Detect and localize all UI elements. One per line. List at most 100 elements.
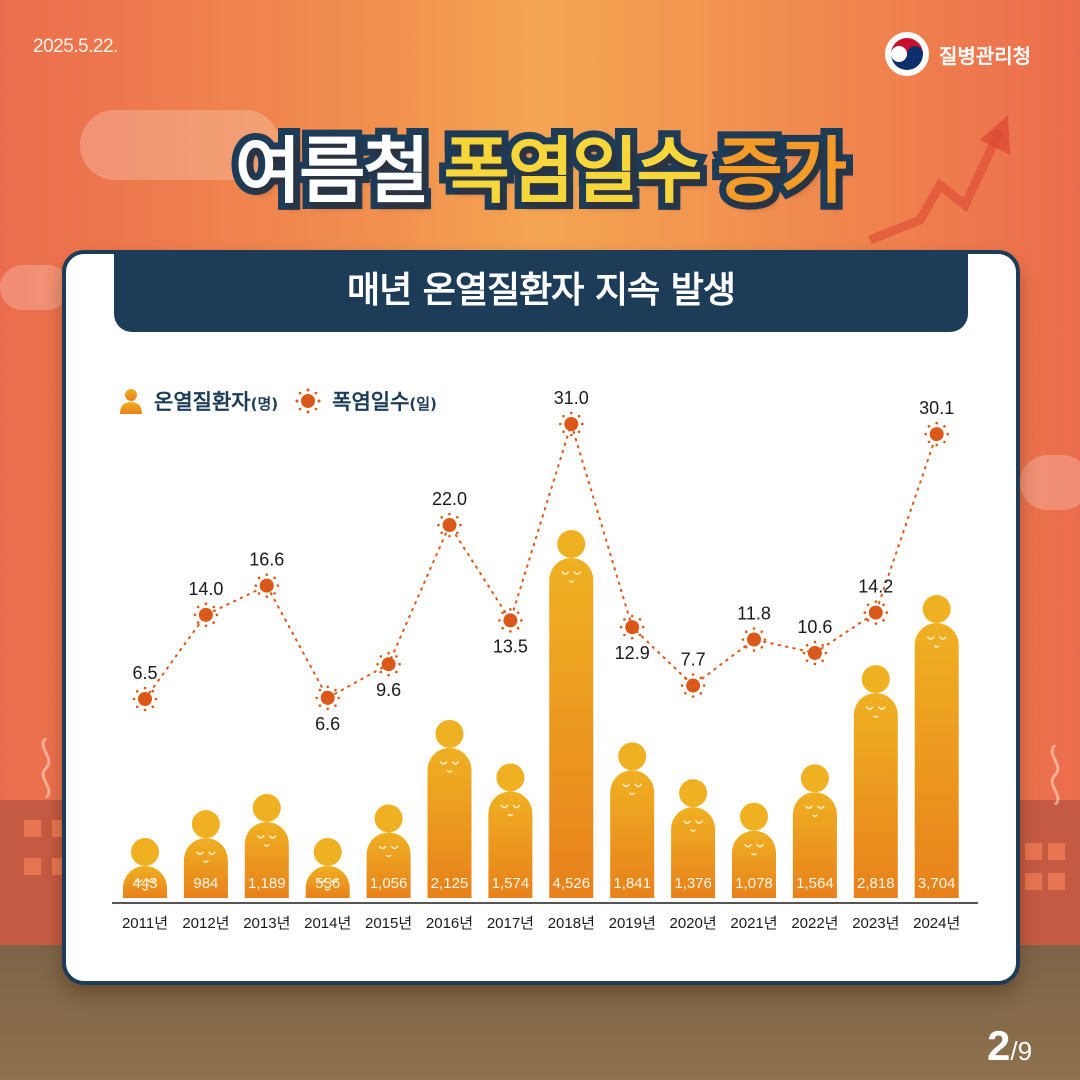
chart-legend: 온열질환자(명) 폭염일수(일) (118, 386, 437, 416)
sun-marker-icon (315, 685, 341, 711)
bar-2021년: 1,078 (732, 802, 776, 898)
x-axis-tick-label: 2020년 (670, 915, 717, 932)
page-title: 여름철 폭염일수 증가 (0, 112, 1080, 220)
sun-marker-icon (802, 640, 828, 666)
x-axis-tick-label: 2024년 (913, 915, 960, 932)
line-value-label: 31.0 (554, 388, 589, 408)
cloud-decoration (80, 110, 280, 180)
title-part-2: 폭염일수 (437, 122, 710, 220)
agency-logo[interactable]: 질병관리청 (885, 32, 1031, 76)
line-value-label: 9.6 (376, 680, 401, 700)
bar-2023년: 2,818 (853, 665, 898, 898)
x-axis-tick-label: 2011년 (122, 915, 168, 932)
line-value-label: 14.2 (858, 577, 893, 597)
person-icon (120, 389, 142, 414)
sun-icon (295, 388, 321, 414)
legend-label-patients: 온열질환자(명) (154, 390, 279, 414)
heat-wave-icon (41, 738, 51, 798)
bar-2011년: 443 (123, 838, 167, 898)
x-axis-tick-label: 2022년 (791, 915, 838, 932)
window-decoration (1048, 843, 1065, 860)
bar-2012년: 984 (183, 810, 228, 898)
x-axis-tick-label: 2016년 (426, 915, 473, 932)
line-value-label: 11.8 (737, 604, 771, 624)
sun-marker-icon (863, 600, 889, 625)
bar-2018년: 4,526 (549, 530, 594, 898)
line-value-label: 30.1 (919, 398, 954, 418)
title-part-3: 증가 (710, 122, 855, 220)
x-axis-tick-label: 2018년 (548, 915, 595, 932)
sun-marker-icon (193, 602, 219, 628)
sun-marker-icon (437, 512, 462, 538)
x-axis-tick-label: 2017년 (487, 915, 534, 932)
heatwave-line (144, 420, 938, 700)
x-axis-tick-label: 2015년 (365, 915, 412, 932)
sun-marker-icon (924, 421, 949, 447)
pagination: 2/9 (987, 1022, 1032, 1070)
line-value-label: 16.6 (249, 550, 284, 570)
bar-value-label: 1,841 (613, 875, 651, 892)
bar-value-label: 1,564 (796, 875, 834, 892)
line-value-label: 7.7 (681, 650, 706, 670)
bar-value-label: 984 (193, 875, 218, 892)
bar-value-label: 1,189 (248, 875, 286, 892)
sun-marker-icon (680, 673, 706, 698)
window-decoration (1048, 873, 1065, 890)
title-part-1: 여름철 (228, 122, 437, 220)
x-axis-tick-label: 2013년 (243, 915, 290, 932)
agency-name: 질병관리청 (939, 43, 1031, 68)
sun-marker-icon (559, 411, 584, 437)
line-value-label: 10.6 (797, 617, 832, 637)
x-axis-tick-label: 2021년 (730, 915, 777, 932)
bar-value-label: 556 (315, 875, 340, 892)
line-value-label: 13.5 (493, 636, 528, 656)
window-decoration (1025, 843, 1042, 860)
page-total: /9 (1010, 1036, 1033, 1066)
bar-value-label: 1,078 (735, 875, 773, 892)
bar-value-label: 1,056 (370, 875, 408, 892)
sun-marker-icon (741, 627, 767, 652)
bar-value-label: 4,526 (553, 875, 591, 892)
heat-wave-icon (1050, 745, 1060, 805)
cloud-decoration (1020, 455, 1080, 510)
bar-value-label: 3,704 (918, 875, 956, 892)
sun-marker-icon (498, 608, 523, 633)
date-label: 2025.5.22. (33, 36, 118, 57)
x-axis-tick-label: 2012년 (182, 915, 229, 932)
bar-2013년: 1,189 (244, 793, 289, 898)
bar-value-label: 2,818 (857, 875, 895, 892)
window-decoration (1025, 873, 1042, 890)
bar-2024년: 3,704 (914, 595, 959, 898)
bar-2017년: 1,574 (488, 763, 533, 898)
bar-2015년: 1,056 (366, 804, 411, 898)
bar-2014년: 556 (305, 838, 350, 898)
sun-marker-icon (376, 651, 401, 677)
legend-label-heatwave-days: 폭염일수(일) (332, 390, 437, 414)
line-value-label: 12.9 (615, 643, 650, 663)
trend-arrow-icon (868, 115, 1010, 245)
chart-subtitle: 매년 온열질환자 지속 발생 (114, 250, 968, 332)
line-value-label: 6.5 (132, 663, 157, 683)
window-decoration (24, 820, 41, 837)
sun-marker-icon (254, 573, 280, 598)
page-current: 2 (987, 1022, 1011, 1069)
x-axis-tick-label: 2023년 (852, 915, 899, 932)
cloud-decoration (0, 265, 70, 310)
bar-2019년: 1,841 (610, 742, 655, 898)
line-value-label: 6.6 (315, 714, 340, 734)
x-axis-tick-label: 2019년 (609, 915, 656, 932)
window-decoration (24, 858, 41, 875)
line-value-label: 14.0 (188, 579, 223, 599)
x-axis-tick-label: 2014년 (304, 915, 351, 932)
bar-value-label: 2,125 (431, 875, 469, 892)
bar-value-label: 1,574 (492, 875, 530, 892)
bar-2020년: 1,376 (671, 779, 716, 898)
bar-2016년: 2,125 (427, 719, 472, 898)
line-value-label: 22.0 (432, 489, 467, 509)
bar-value-label: 1,376 (674, 875, 712, 892)
sun-marker-icon (619, 614, 645, 640)
bar-2022년: 1,564 (792, 764, 837, 898)
sun-marker-icon (132, 686, 158, 712)
taegeuk-logo-icon (885, 32, 929, 76)
